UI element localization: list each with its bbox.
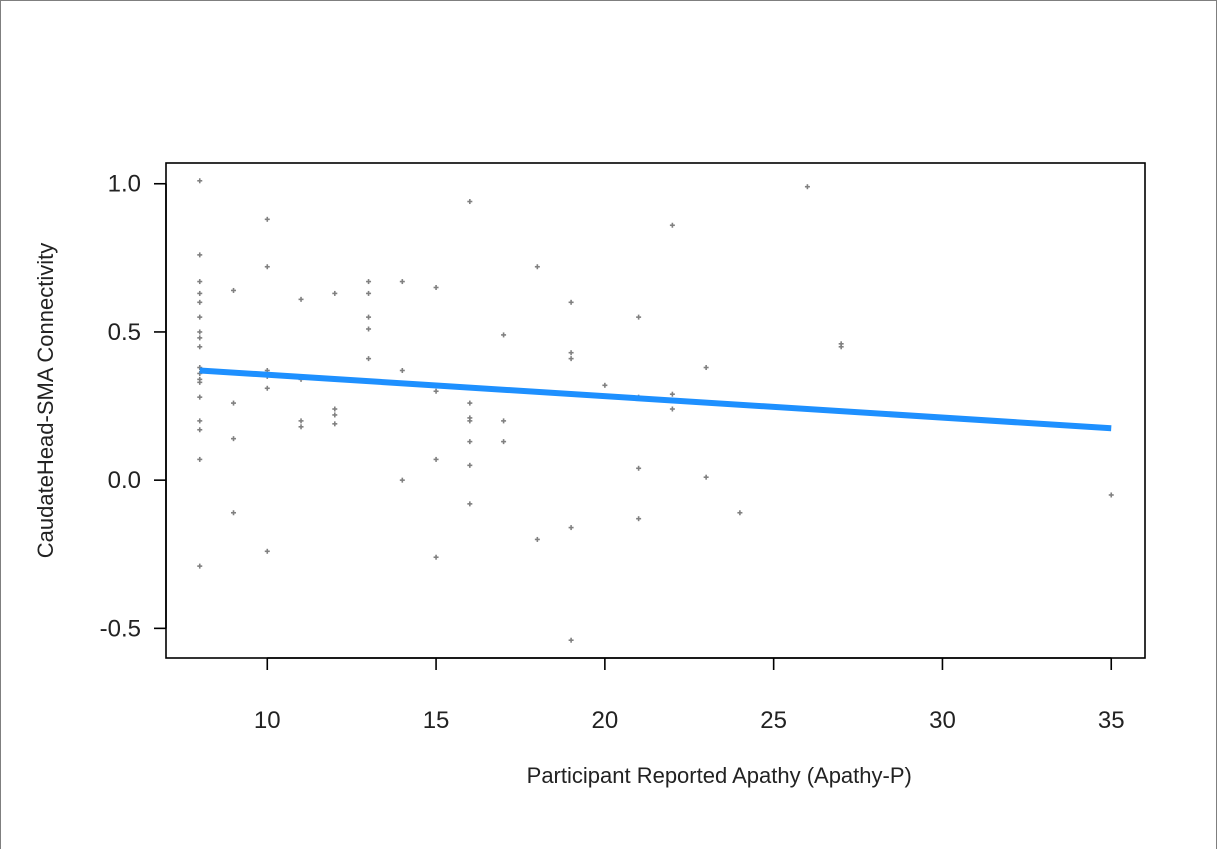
data-point	[669, 222, 675, 228]
data-point	[197, 365, 203, 371]
data-point	[197, 252, 203, 258]
x-tick-label: 15	[423, 707, 450, 734]
data-point	[433, 554, 439, 560]
data-point	[332, 290, 338, 296]
data-point	[737, 510, 743, 516]
data-point	[231, 436, 237, 442]
data-point	[264, 264, 270, 270]
data-point	[568, 299, 574, 305]
fit-line	[199, 367, 1112, 432]
data-point	[264, 548, 270, 554]
data-point	[467, 418, 473, 424]
data-point	[838, 344, 844, 350]
data-point	[366, 279, 372, 285]
y-tick-label: 0.0	[108, 467, 141, 494]
data-point	[467, 462, 473, 468]
data-point	[197, 329, 203, 335]
data-point	[366, 314, 372, 320]
data-point	[298, 296, 304, 302]
data-point	[197, 456, 203, 462]
data-point	[1108, 492, 1114, 498]
data-point	[197, 335, 203, 341]
data-point	[231, 400, 237, 406]
data-point	[433, 456, 439, 462]
data-point	[298, 418, 304, 424]
data-point	[197, 427, 203, 433]
x-tick-label: 35	[1098, 707, 1125, 734]
x-axis: 10 15 20 25 30 35	[254, 657, 1125, 734]
data-point	[568, 350, 574, 356]
data-point	[264, 216, 270, 222]
data-point	[366, 356, 372, 362]
data-point	[602, 382, 608, 388]
data-point	[399, 279, 405, 285]
data-point	[501, 332, 507, 338]
y-tick-label: -0.5	[100, 615, 141, 642]
data-point	[264, 385, 270, 391]
data-point	[366, 290, 372, 296]
y-axis-label: CaudateHead-SMA Connectivity	[33, 243, 58, 559]
data-point	[399, 477, 405, 483]
y-tick-label: 0.5	[108, 319, 141, 346]
data-point	[197, 563, 203, 569]
data-point	[534, 536, 540, 542]
data-point	[568, 637, 574, 643]
plot-box	[165, 162, 1146, 659]
data-point	[197, 344, 203, 350]
data-point	[703, 474, 709, 480]
data-point	[197, 279, 203, 285]
data-point	[669, 406, 675, 412]
data-point	[197, 178, 203, 184]
data-point	[568, 525, 574, 531]
data-point	[501, 439, 507, 445]
data-point	[231, 510, 237, 516]
data-point	[197, 418, 203, 424]
data-point	[231, 287, 237, 293]
y-tick-label: 1.0	[108, 171, 141, 198]
data-point	[332, 421, 338, 427]
data-point	[501, 418, 507, 424]
data-point	[467, 439, 473, 445]
data-point	[197, 290, 203, 296]
data-point	[636, 465, 642, 471]
data-point	[636, 516, 642, 522]
data-point	[298, 424, 304, 430]
data-point	[197, 379, 203, 385]
data-point	[669, 391, 675, 397]
data-point	[197, 299, 203, 305]
data-point	[197, 314, 203, 320]
data-point	[636, 314, 642, 320]
x-tick-label: 30	[929, 707, 956, 734]
data-point	[366, 326, 372, 332]
x-tick-label: 25	[760, 707, 787, 734]
data-point	[804, 184, 810, 190]
data-point	[197, 394, 203, 400]
x-axis-label: Participant Reported Apathy (Apathy-P)	[527, 763, 912, 788]
x-tick-label: 20	[592, 707, 619, 734]
data-point	[332, 406, 338, 412]
data-point	[703, 365, 709, 371]
data-point	[467, 400, 473, 406]
data-point	[433, 284, 439, 290]
x-tick-label: 10	[254, 707, 281, 734]
y-axis: -0.5 0.0 0.5 1.0	[100, 171, 167, 642]
data-point	[332, 412, 338, 418]
points-layer	[197, 178, 1114, 643]
data-point	[399, 367, 405, 373]
data-point	[568, 356, 574, 362]
data-point	[467, 501, 473, 507]
data-point	[433, 388, 439, 394]
data-point	[534, 264, 540, 270]
data-point	[467, 199, 473, 205]
